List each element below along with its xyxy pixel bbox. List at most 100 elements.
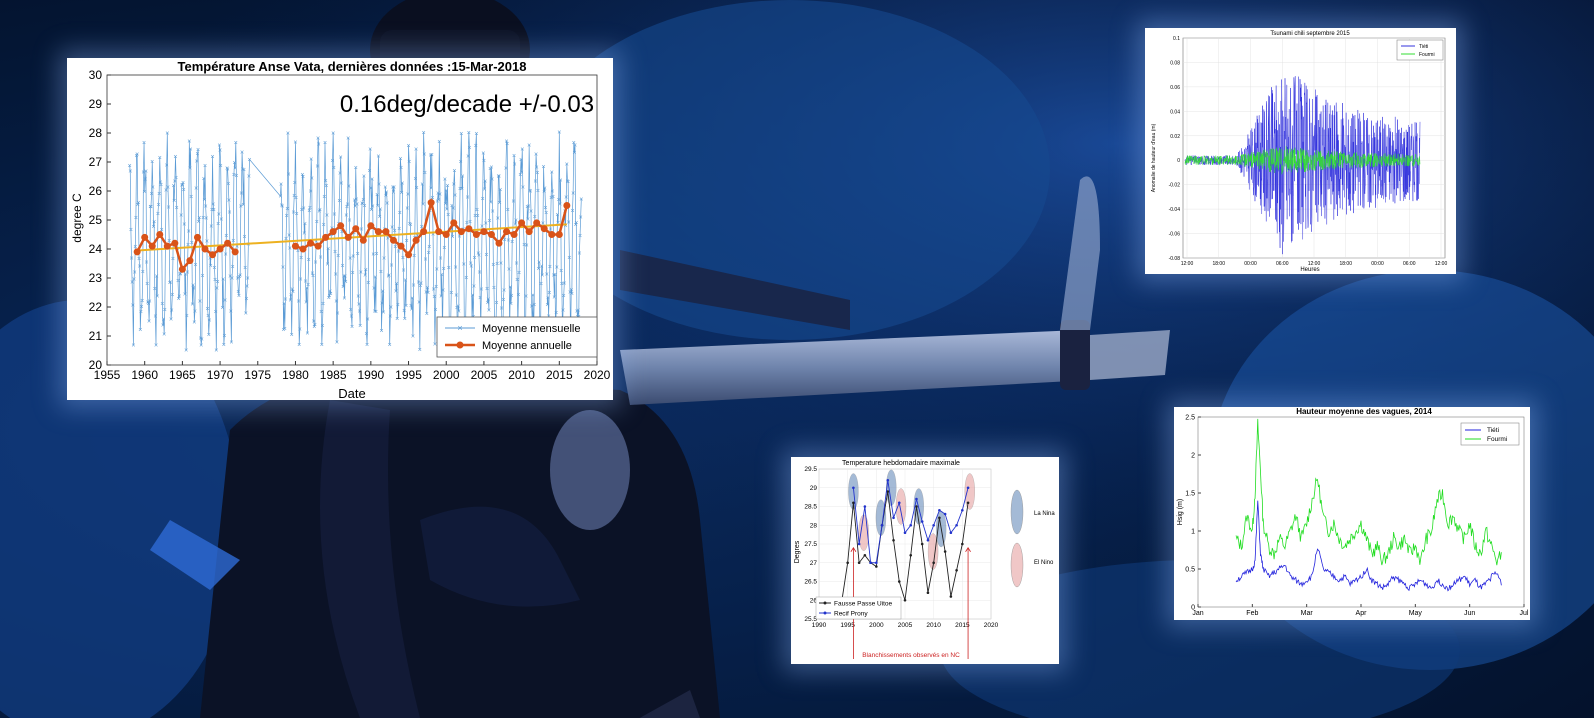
annual-point (178, 265, 186, 273)
monthly-point: × (195, 159, 199, 166)
monthly-point: × (185, 313, 189, 320)
series-line-fourmi (1235, 418, 1502, 566)
monthly-point: × (329, 291, 333, 298)
data-point (857, 542, 861, 546)
y-tick-label: 21 (89, 329, 103, 343)
monthly-point: × (558, 202, 562, 209)
monthly-point: × (506, 207, 510, 214)
monthly-point: × (385, 200, 389, 207)
monthly-point: × (561, 308, 565, 315)
monthly-point: × (311, 273, 315, 280)
monthly-point: × (204, 215, 208, 222)
monthly-point: × (187, 138, 191, 145)
monthly-point: × (160, 227, 164, 234)
monthly-point: × (419, 280, 423, 287)
y-tick-label: 28 (810, 522, 818, 529)
x-tick-label: 2010 (926, 622, 941, 629)
monthly-point: × (344, 279, 348, 286)
monthly-point: × (228, 274, 232, 281)
svg-text:×: × (457, 323, 462, 333)
monthly-point: × (181, 180, 185, 187)
monthly-point: × (222, 333, 226, 340)
monthly-point: × (183, 271, 187, 278)
monthly-point: × (442, 266, 446, 273)
monthly-point: × (545, 272, 549, 279)
monthly-point: × (560, 281, 564, 288)
data-point (880, 523, 884, 527)
monthly-point: × (507, 266, 511, 273)
monthly-point: × (510, 293, 514, 300)
monthly-point: × (430, 152, 434, 159)
monthly-point: × (383, 185, 387, 192)
monthly-point: × (190, 302, 194, 309)
monthly-point: × (200, 273, 204, 280)
x-tick-label: 2020 (584, 368, 611, 382)
monthly-point: × (234, 173, 238, 180)
monthly-point: × (412, 283, 416, 290)
monthly-point: × (476, 251, 480, 258)
monthly-point: × (557, 130, 561, 137)
monthly-point: × (376, 203, 380, 210)
monthly-point: × (349, 307, 353, 314)
monthly-point: × (312, 324, 316, 331)
monthly-point: × (437, 139, 441, 146)
monthly-point: × (454, 264, 458, 271)
monthly-point: × (324, 178, 328, 185)
monthly-point: × (151, 224, 155, 231)
monthly-point: × (293, 180, 297, 187)
monthly-point: × (425, 285, 429, 292)
data-point (869, 561, 872, 565)
y-tick-label: 30 (89, 68, 103, 82)
monthly-point: × (361, 201, 365, 208)
y-tick-label: 2.5 (1185, 415, 1195, 422)
monthly-point: × (150, 159, 154, 166)
monthly-point: × (352, 197, 356, 204)
data-point (961, 542, 964, 546)
monthly-point: × (567, 219, 571, 226)
monthly-point: × (579, 196, 583, 203)
monthly-point: × (364, 331, 368, 338)
monthly-point: × (346, 201, 350, 208)
annual-point (299, 245, 307, 253)
x-tick-label: 1960 (131, 368, 158, 382)
monthly-point: × (315, 219, 319, 226)
monthly-point: × (524, 294, 528, 301)
monthly-point: × (287, 171, 291, 178)
annual-point (472, 231, 480, 238)
data-point (892, 538, 895, 542)
data-point (909, 553, 913, 557)
monthly-point: × (404, 303, 408, 310)
monthly-point: × (420, 182, 424, 189)
monthly-point: × (464, 275, 468, 282)
chart-tsunami: Tsunami chili septembre 2015 Anomalie de… (1145, 28, 1456, 274)
monthly-point: × (172, 198, 176, 205)
monthly-point: × (291, 289, 295, 296)
data-point (863, 505, 867, 508)
monthly-point: × (192, 286, 196, 293)
monthly-point: × (511, 199, 515, 206)
monthly-point: × (200, 336, 204, 343)
monthly-point: × (486, 296, 490, 303)
monthly-point: × (312, 318, 316, 325)
annual-point (382, 228, 390, 236)
monthly-point: × (436, 191, 440, 198)
monthly-point: × (536, 188, 540, 195)
monthly-point: × (435, 266, 439, 273)
annual-point (397, 242, 405, 250)
monthly-point: × (237, 293, 241, 300)
monthly-point: × (374, 309, 378, 316)
annual-point (465, 225, 473, 233)
series-line-tieti (1235, 500, 1502, 592)
monthly-point: × (481, 196, 485, 203)
y-tick-label: 27 (89, 155, 103, 169)
y-tick-label: -0.06 (1169, 232, 1181, 238)
monthly-point: × (329, 232, 333, 239)
monthly-point: × (467, 145, 471, 152)
monthly-point: × (207, 332, 211, 339)
monthly-point: × (173, 154, 177, 161)
monthly-point: × (505, 141, 509, 148)
monthly-point: × (399, 165, 403, 172)
monthly-point: × (241, 167, 245, 174)
monthly-point: × (332, 165, 336, 172)
monthly-point: × (461, 173, 465, 180)
